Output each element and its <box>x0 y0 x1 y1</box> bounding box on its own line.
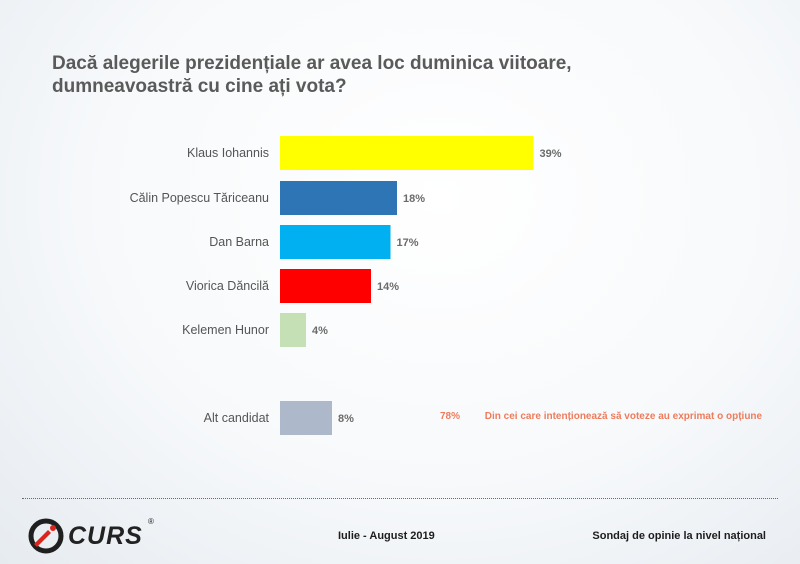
value-label-1: 39% <box>540 148 562 160</box>
logo-registered-mark: ® <box>148 517 154 526</box>
curs-logo: CURS ® <box>28 516 168 556</box>
chart-title-line-1: Dacă alegerile prezidențiale ar avea loc… <box>52 53 572 74</box>
category-label-6: Alt candidat <box>204 411 270 425</box>
bar-6 <box>280 401 332 435</box>
category-label-5: Kelemen Hunor <box>182 323 269 337</box>
value-label-3: 17% <box>397 237 419 249</box>
category-label-4: Viorica Dăncilă <box>186 279 269 293</box>
response-note-text: Din cei care intenționează să voteze au … <box>484 411 763 422</box>
chart-title-line-2: dumneavoastră cu cine ați vota? <box>52 76 347 97</box>
curs-logo-icon <box>28 518 64 554</box>
response-note: 78% Din cei care intenționează să voteze… <box>440 411 762 422</box>
chart-title: Dacă alegerile prezidențiale ar avea loc… <box>52 52 692 98</box>
bar-5 <box>280 313 306 347</box>
bar-4 <box>280 269 371 303</box>
bar-3 <box>280 225 391 259</box>
value-label-2: 18% <box>403 193 425 205</box>
value-label-4: 14% <box>377 281 399 293</box>
footer-date: Iulie - August 2019 <box>338 530 435 542</box>
response-note-percent: 78% <box>440 411 461 422</box>
category-label-2: Călin Popescu Tăriceanu <box>130 191 269 205</box>
category-label-1: Klaus Iohannis <box>187 146 269 160</box>
footer-divider <box>22 498 778 499</box>
value-label-6: 8% <box>338 413 354 425</box>
footer-source: Sondaj de opinie la nivel național <box>592 530 766 542</box>
bar-1 <box>280 136 534 170</box>
value-label-5: 4% <box>312 325 328 337</box>
bar-2 <box>280 181 397 215</box>
logo-brand: CURS <box>68 522 143 550</box>
bar-chart: Klaus Iohannis 39% Călin Popescu Tăriceanu… <box>130 136 562 435</box>
category-label-3: Dan Barna <box>209 235 269 249</box>
